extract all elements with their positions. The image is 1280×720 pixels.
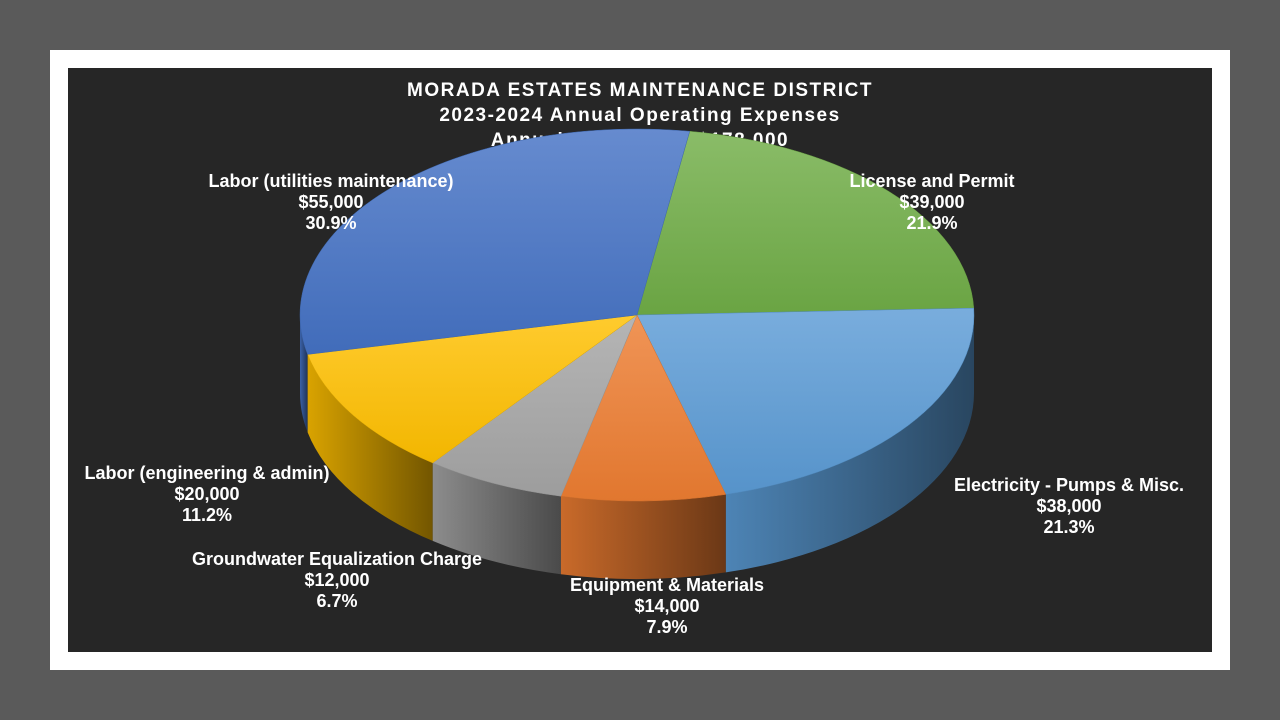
pie-slice-electricity-pumps-misc: [636, 307, 975, 495]
data-label-groundwater-equalization-charge: Groundwater Equalization Charge $12,000 6.…: [192, 549, 482, 611]
data-label-value: $55,000: [298, 192, 363, 212]
data-label-labor-utilities-maintenance: Labor (utilities maintenance) $55,000 30.9…: [208, 171, 453, 233]
data-label-percent: 11.2%: [182, 505, 232, 525]
pie-side-labor-engineering-admin: [307, 354, 433, 541]
pie-slice-groundwater-equalization-charge: [432, 314, 638, 497]
pie-side-equipment-materials: [560, 494, 726, 579]
data-label-value: $20,000: [174, 484, 239, 504]
data-label-electricity-pumps-misc: Electricity - Pumps & Misc. $38,000 21.3%: [954, 475, 1184, 537]
pie-slice-labor-utilities-maintenance: [299, 128, 691, 355]
pie-tops: [299, 128, 975, 502]
data-label-value: $14,000: [634, 596, 699, 616]
data-label-percent: 7.9%: [646, 617, 687, 637]
data-label-percent: 6.7%: [316, 591, 357, 611]
data-label-percent: 30.9%: [305, 213, 356, 233]
data-label-equipment-materials: Equipment & Materials $14,000 7.9%: [570, 575, 764, 637]
chart-title: MORADA ESTATES MAINTENANCE DISTRICT: [407, 80, 873, 101]
data-label-percent: 21.3%: [1043, 517, 1094, 537]
data-label-license-and-permit: License and Permit $39,000 21.9%: [849, 171, 1014, 233]
chart-subtitle: 2023-2024 Annual Operating Expenses: [439, 105, 841, 126]
data-label-category: Labor (utilities maintenance): [208, 171, 453, 191]
pie-slice-license-and-permit: [636, 131, 975, 316]
data-label-percent: 21.9%: [906, 213, 957, 233]
data-label-category: Equipment & Materials: [570, 575, 764, 595]
data-labels: License and Permit $39,000 21.9% Electricit…: [84, 171, 1184, 637]
data-label-category: Electricity - Pumps & Misc.: [954, 475, 1184, 495]
data-label-value: $38,000: [1036, 496, 1101, 516]
pie-slice-labor-engineering-admin: [307, 314, 638, 464]
data-label-labor-engineering-admin: Labor (engineering & admin) $20,000 11.2%: [84, 463, 329, 525]
data-label-category: License and Permit: [849, 171, 1014, 191]
pie-slice-equipment-materials: [560, 314, 727, 502]
pie-side-electricity-pumps-misc: [725, 315, 974, 573]
pie-sides: [300, 315, 974, 579]
pie-side-labor-utilities-maintenance: [300, 315, 308, 433]
pie-side-groundwater-equalization-charge: [432, 462, 561, 575]
data-label-value: $12,000: [304, 570, 369, 590]
data-label-value: $39,000: [899, 192, 964, 212]
data-label-category: Labor (engineering & admin): [84, 463, 329, 483]
data-label-category: Groundwater Equalization Charge: [192, 549, 482, 569]
